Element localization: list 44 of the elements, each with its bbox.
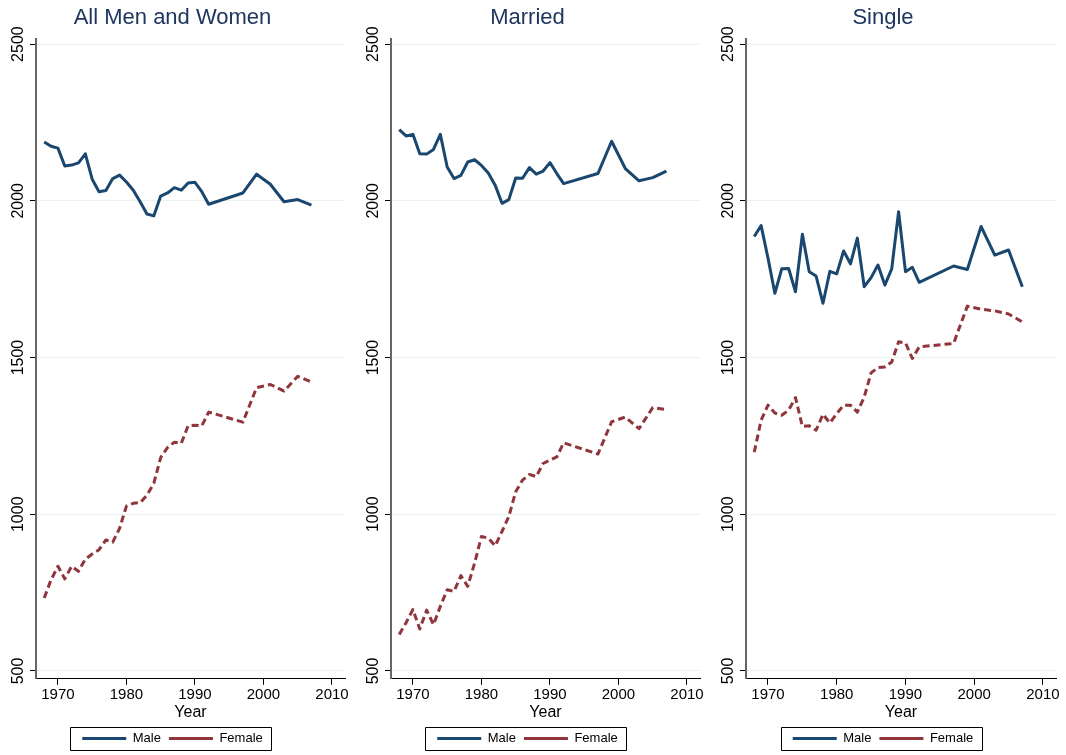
y-tick-label: 500 bbox=[719, 657, 737, 685]
y-tick-label: 2500 bbox=[364, 26, 382, 62]
y-tick-label: 1000 bbox=[719, 496, 737, 533]
x-tick-label: 2010 bbox=[315, 684, 349, 702]
x-tick-label: 2010 bbox=[1026, 684, 1060, 702]
y-tick-label: 500 bbox=[9, 657, 27, 685]
line-series bbox=[42, 374, 313, 600]
y-tick-label: 2000 bbox=[364, 182, 382, 219]
x-tick-label: 1970 bbox=[41, 684, 75, 702]
x-tick-label: 1980 bbox=[464, 684, 499, 702]
x-tick-label: 2010 bbox=[670, 684, 704, 702]
x-tick-label: 2000 bbox=[601, 684, 636, 702]
y-tick-label: 2500 bbox=[9, 26, 27, 62]
x-axis-title: Year bbox=[884, 702, 918, 720]
x-tick-label: 1990 bbox=[888, 684, 923, 702]
x-tick-label: 1990 bbox=[533, 684, 567, 702]
legend-label: Female bbox=[929, 730, 974, 746]
line-series bbox=[752, 304, 1024, 454]
y-tick-label: 2000 bbox=[9, 182, 27, 219]
chart-title: All Men and Women bbox=[73, 4, 272, 30]
x-tick-label: 2000 bbox=[957, 684, 991, 702]
legend-label: Male bbox=[487, 730, 516, 746]
y-tick-label: 1500 bbox=[719, 339, 737, 376]
y-tick-label: 500 bbox=[364, 657, 382, 685]
legend-label: Female bbox=[219, 730, 263, 746]
y-tick-label: 2500 bbox=[719, 26, 737, 62]
x-tick-label: 1970 bbox=[396, 684, 430, 702]
chart-title: Single bbox=[852, 4, 914, 30]
x-axis-title: Year bbox=[529, 702, 563, 720]
y-tick-label: 1000 bbox=[9, 496, 27, 533]
y-tick-label: 1500 bbox=[364, 339, 382, 376]
x-tick-label: 1970 bbox=[751, 684, 785, 702]
x-axis-title: Year bbox=[174, 702, 208, 720]
x-tick-label: 1990 bbox=[178, 684, 212, 702]
x-tick-label: 1980 bbox=[109, 684, 144, 702]
chart-title: Married bbox=[490, 4, 565, 30]
legend-label: Male bbox=[132, 730, 161, 746]
x-tick-label: 2000 bbox=[246, 684, 281, 702]
legend-label: Female bbox=[574, 730, 618, 746]
y-tick-label: 1000 bbox=[364, 496, 382, 533]
y-tick-label: 1500 bbox=[9, 339, 27, 376]
x-tick-label: 1980 bbox=[820, 684, 854, 702]
y-tick-label: 2000 bbox=[719, 182, 737, 219]
legend-label: Male bbox=[843, 730, 872, 746]
